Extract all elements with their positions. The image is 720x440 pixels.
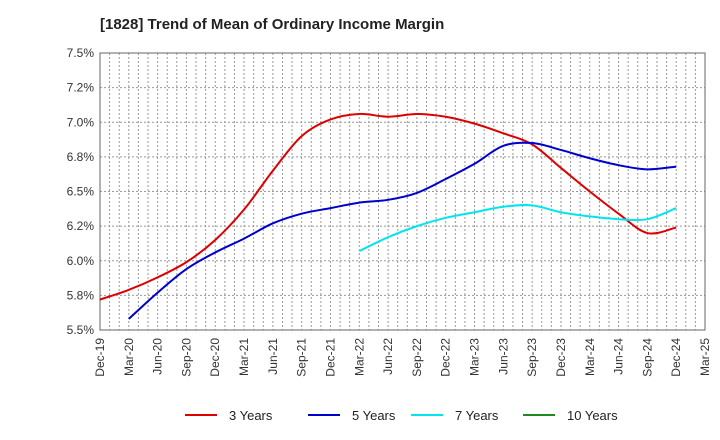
legend-swatch <box>411 414 443 416</box>
grid-layer <box>99 52 706 331</box>
legend-label: 10 Years <box>567 407 618 423</box>
x-tick-label: Mar-23 <box>468 338 482 376</box>
x-tick-label: Mar-21 <box>237 338 251 376</box>
x-tick-label: Dec-19 <box>93 338 107 377</box>
x-tick-label: Dec-20 <box>208 338 222 377</box>
y-tick-label: 6.2% <box>67 219 95 233</box>
x-tick-label: Sep-23 <box>525 338 539 377</box>
x-tick-label: Mar-24 <box>583 338 597 376</box>
legend-item: 3 Years <box>185 405 272 425</box>
x-tick-label: Jun-20 <box>151 338 165 375</box>
x-tick-label: Jun-22 <box>381 338 395 375</box>
y-tick-label: 5.5% <box>67 323 95 337</box>
y-tick-label: 6.5% <box>67 185 95 199</box>
series-line-7-years <box>358 204 677 252</box>
x-tick-label: Sep-24 <box>640 338 654 377</box>
x-tick-label: Dec-22 <box>439 338 453 377</box>
legend-swatch <box>308 414 340 416</box>
x-tick-label: Sep-22 <box>410 338 424 377</box>
x-tick-label: Jun-23 <box>496 338 510 375</box>
y-tick-label: 7.2% <box>67 81 95 95</box>
x-tick-label: Mar-25 <box>698 338 712 376</box>
legend-label: 7 Years <box>455 407 499 423</box>
legend-swatch <box>185 414 217 416</box>
chart-title: [1828] Trend of Mean of Ordinary Income … <box>100 16 445 33</box>
x-tick-label: Dec-21 <box>323 338 337 377</box>
x-tick-label: Jun-24 <box>612 338 626 375</box>
legend-label: 3 Years <box>229 407 273 423</box>
y-tick-label: 5.8% <box>67 288 95 302</box>
legend-item: 7 Years <box>411 405 498 425</box>
legend-item: 5 Years <box>308 405 395 425</box>
x-tick-label: Sep-21 <box>295 338 309 377</box>
legend-swatch <box>523 414 555 416</box>
legend: 3 Years 5 Years 7 Years 10 Years <box>0 405 720 425</box>
x-tick-label: Dec-24 <box>669 338 683 377</box>
y-tick-label: 7.5% <box>67 46 95 60</box>
axis-layer: 5.5% 5.8% 6.0% 6.2% 6.5% 6.8% 7.0% 7.2% 7.5% Dec-… <box>67 46 712 377</box>
series-line-5-years <box>128 141 677 320</box>
series-line-3-years <box>99 112 677 301</box>
x-tick-label: Dec-23 <box>554 338 568 377</box>
x-tick-label: Mar-22 <box>352 338 366 376</box>
y-tick-label: 7.0% <box>67 115 95 129</box>
y-tick-label: 6.8% <box>67 150 95 164</box>
x-tick-label: Mar-20 <box>122 338 136 376</box>
series-layer <box>99 112 677 320</box>
x-tick-label: Jun-21 <box>266 338 280 375</box>
plot-frame <box>99 52 706 331</box>
y-tick-label: 6.0% <box>67 254 95 268</box>
legend-label: 5 Years <box>352 407 396 423</box>
x-tick-label: Sep-20 <box>179 338 193 377</box>
legend-item: 10 Years <box>523 405 618 425</box>
